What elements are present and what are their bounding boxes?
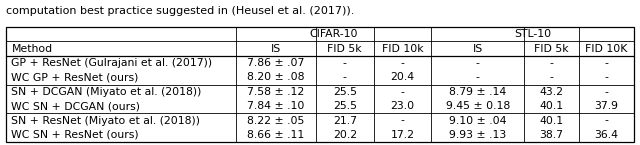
Text: -: -: [550, 58, 554, 68]
Text: IS: IS: [473, 44, 483, 54]
Text: FID 10k: FID 10k: [381, 44, 424, 54]
Text: 17.2: 17.2: [390, 130, 415, 140]
Text: WC SN + DCGAN (ours): WC SN + DCGAN (ours): [12, 101, 140, 111]
Text: -: -: [604, 87, 608, 97]
Text: 7.84 ± .10: 7.84 ± .10: [247, 101, 305, 111]
Text: 36.4: 36.4: [595, 130, 618, 140]
Text: -: -: [604, 72, 608, 82]
Text: -: -: [401, 58, 404, 68]
Text: 8.79 ± .14: 8.79 ± .14: [449, 87, 506, 97]
Text: 38.7: 38.7: [540, 130, 564, 140]
Text: -: -: [343, 58, 347, 68]
Text: CIFAR-10: CIFAR-10: [309, 29, 358, 39]
Text: 8.22 ± .05: 8.22 ± .05: [247, 116, 305, 126]
Text: -: -: [476, 72, 480, 82]
Text: SN + DCGAN (Miyato et al. (2018)): SN + DCGAN (Miyato et al. (2018)): [12, 87, 202, 97]
Text: 37.9: 37.9: [595, 101, 618, 111]
Text: FID 5k: FID 5k: [534, 44, 569, 54]
Text: -: -: [604, 116, 608, 126]
Text: -: -: [343, 72, 347, 82]
Text: GP + ResNet (Gulrajani et al. (2017)): GP + ResNet (Gulrajani et al. (2017)): [12, 58, 212, 68]
Text: WC GP + ResNet (ours): WC GP + ResNet (ours): [12, 72, 139, 82]
Text: SN + ResNet (Miyato et al. (2018)): SN + ResNet (Miyato et al. (2018)): [12, 116, 200, 126]
Text: computation best practice suggested in (Heusel et al. (2017)).: computation best practice suggested in (…: [6, 6, 355, 16]
Text: 23.0: 23.0: [390, 101, 415, 111]
Text: -: -: [401, 116, 404, 126]
Bar: [6, 27, 634, 142]
Text: FID 5k: FID 5k: [328, 44, 362, 54]
Text: 9.45 ± 0.18: 9.45 ± 0.18: [446, 101, 510, 111]
Text: STL-10: STL-10: [514, 29, 551, 39]
Text: 25.5: 25.5: [333, 87, 356, 97]
Text: 7.86 ± .07: 7.86 ± .07: [247, 58, 305, 68]
Text: -: -: [476, 58, 480, 68]
Text: 8.20 ± .08: 8.20 ± .08: [247, 72, 305, 82]
Text: 7.58 ± .12: 7.58 ± .12: [247, 87, 305, 97]
Text: IS: IS: [271, 44, 281, 54]
Text: 40.1: 40.1: [540, 116, 564, 126]
Text: 21.7: 21.7: [333, 116, 356, 126]
Text: WC SN + ResNet (ours): WC SN + ResNet (ours): [12, 130, 139, 140]
Text: 8.66 ± .11: 8.66 ± .11: [247, 130, 305, 140]
Text: -: -: [550, 72, 554, 82]
Text: Method: Method: [12, 44, 52, 54]
Text: 20.2: 20.2: [333, 130, 357, 140]
Text: 40.1: 40.1: [540, 101, 564, 111]
Text: -: -: [604, 58, 608, 68]
Text: 20.4: 20.4: [390, 72, 415, 82]
Text: FID 10K: FID 10K: [585, 44, 627, 54]
Text: 9.93 ± .13: 9.93 ± .13: [449, 130, 506, 140]
Text: -: -: [401, 87, 404, 97]
Text: 43.2: 43.2: [540, 87, 564, 97]
Text: 25.5: 25.5: [333, 101, 356, 111]
Text: 9.10 ± .04: 9.10 ± .04: [449, 116, 507, 126]
